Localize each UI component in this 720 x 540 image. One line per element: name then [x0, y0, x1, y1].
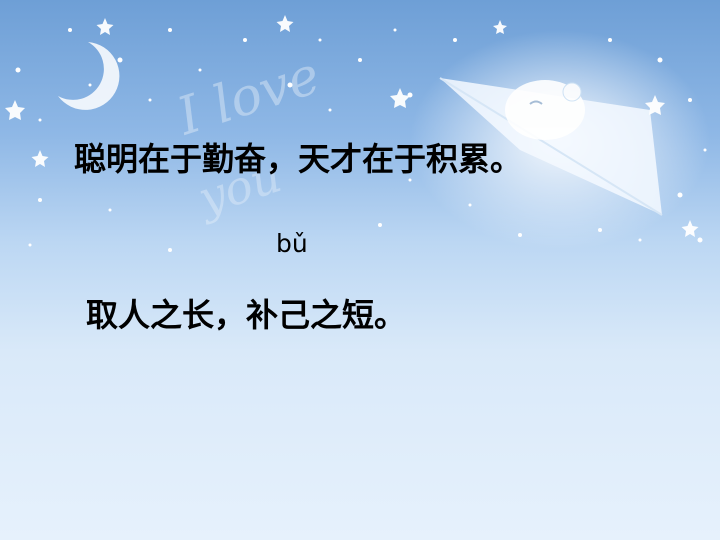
moon-icon: [58, 42, 120, 110]
stars-icon: [15, 28, 707, 252]
proverb-line-2: 取人之长，补己之短。: [86, 296, 407, 334]
i-love-you-watermark: I love: [170, 45, 328, 147]
proverb-line-1: 聪明在于勤奋，天才在于积累。: [74, 140, 523, 178]
bear-character-icon: [505, 80, 585, 140]
pinyin-annotation: bǔ: [276, 229, 308, 258]
